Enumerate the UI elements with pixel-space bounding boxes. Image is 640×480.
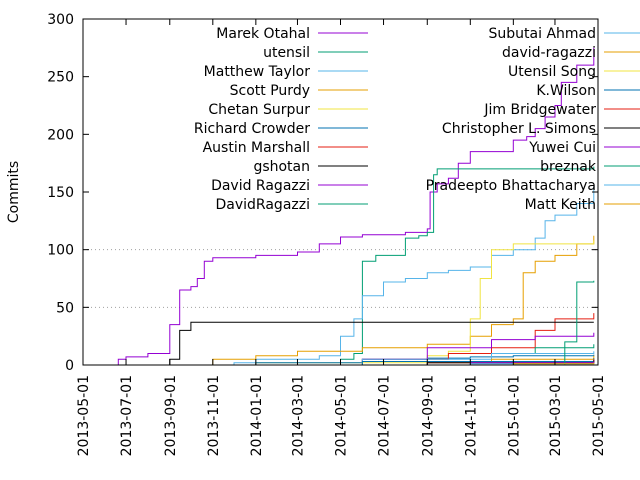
- legend-label: breznak: [540, 159, 597, 175]
- x-tick-label: 2013-07-01: [119, 375, 135, 456]
- x-axis-ticks: 2013-05-01 2013-07-01 2013-09-01 2013-11-01…: [76, 19, 607, 456]
- y-tick-label: 0: [65, 358, 74, 374]
- x-tick-label: 2014-05-01: [334, 375, 350, 456]
- legend-label: Chetan Surpur: [208, 102, 310, 118]
- series-line-17: [83, 280, 595, 365]
- series-line-16: [83, 361, 595, 365]
- legend-label: david-ragazzi: [502, 45, 596, 61]
- x-tick-label: 2015-05-01: [591, 375, 607, 456]
- legend: Marek Otahal utensil Matthew Taylor Scott P…: [194, 26, 640, 213]
- x-tick-label: 2013-05-01: [76, 375, 92, 456]
- y-tick-label: 200: [47, 127, 74, 143]
- series-line-8: [83, 332, 595, 365]
- x-tick-label: 2014-09-01: [420, 375, 436, 456]
- y-tick-label: 150: [47, 185, 74, 201]
- series-line-0: [114, 47, 595, 365]
- legend-label: DavidRagazzi: [216, 197, 310, 213]
- x-tick-label: 2014-03-01: [290, 375, 306, 456]
- y-tick-label: 50: [56, 300, 74, 316]
- series-lines: [83, 47, 595, 365]
- legend-label: K.Wilson: [536, 83, 596, 99]
- legend-label: utensil: [263, 45, 310, 61]
- x-tick-label: 2015-01-01: [506, 375, 522, 456]
- legend-label: Subutai Ahmad: [489, 26, 596, 42]
- series-line-3: [83, 235, 595, 365]
- legend-label: Pradeepto Bhattacharya: [426, 178, 596, 194]
- x-tick-label: 2014-01-01: [249, 375, 265, 456]
- legend-label: Richard Crowder: [194, 121, 310, 137]
- legend-label: Utensil Song: [508, 64, 596, 80]
- legend-label: gshotan: [253, 159, 310, 175]
- x-tick-label: 2013-11-01: [206, 375, 222, 456]
- y-tick-label: 100: [47, 243, 74, 259]
- y-tick-label: 250: [47, 70, 74, 86]
- grid-lines: [83, 249, 598, 308]
- x-tick-label: 2014-11-01: [463, 375, 479, 456]
- x-tick-label: 2015-03-01: [548, 375, 564, 456]
- y-tick-label: 300: [47, 12, 74, 28]
- legend-label: Jim Bridgewater: [483, 102, 596, 118]
- legend-label: Christopher L. Simons: [442, 121, 596, 137]
- series-line-6: [83, 313, 595, 365]
- series-line-2: [83, 186, 595, 365]
- series-line-1: [83, 166, 595, 365]
- legend-label: Yuwei Cui: [528, 140, 596, 156]
- y-axis-ticks: 0 50 100 150 200 250 300: [47, 12, 598, 374]
- series-line-4: [83, 240, 595, 365]
- series-line-7: [83, 321, 594, 365]
- y-axis-label: Commits: [6, 161, 22, 223]
- legend-label: Matthew Taylor: [204, 64, 311, 80]
- legend-label: Scott Purdy: [230, 83, 310, 99]
- x-tick-label: 2013-09-01: [163, 375, 179, 456]
- x-tick-label: 2014-07-01: [377, 375, 393, 456]
- legend-label: Austin Marshall: [203, 140, 310, 156]
- legend-label: Marek Otahal: [216, 26, 310, 42]
- legend-label: Matt Keith: [525, 197, 596, 213]
- legend-label: David Ragazzi: [211, 178, 310, 194]
